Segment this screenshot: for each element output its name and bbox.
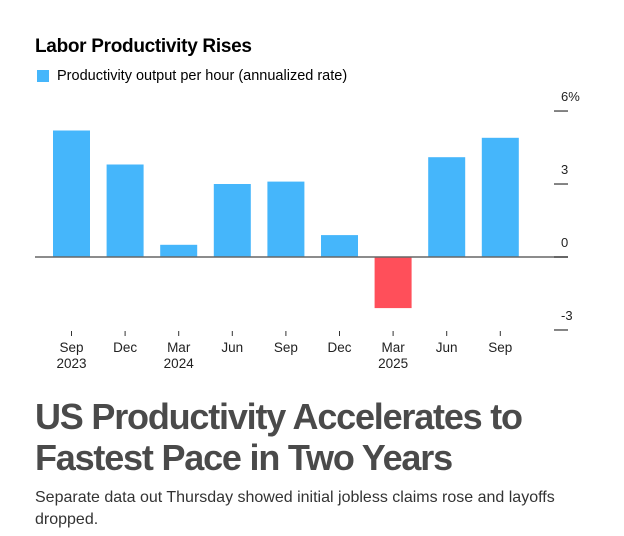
- x-tick-label: Dec: [327, 340, 351, 355]
- bar-sep-2023: [53, 130, 90, 257]
- bar-mar-2024: [160, 244, 198, 257]
- bar-dec-2023: [106, 164, 144, 257]
- legend-label: Productivity output per hour (annualized…: [57, 68, 348, 84]
- bar-sep-2025: [481, 137, 519, 257]
- y-tick-label: 3: [561, 162, 568, 177]
- legend-swatch: [37, 70, 49, 82]
- bar-sep-2024: [267, 181, 305, 257]
- chart-title: Labor Productivity Rises: [35, 36, 252, 57]
- y-axis: 6% 3 0 -3: [554, 89, 580, 331]
- x-tick-label: Mar: [167, 340, 191, 355]
- bar-mar-2025: [374, 257, 412, 309]
- x-tick-year-label: 2023: [56, 356, 86, 371]
- x-tick-label: Sep: [59, 340, 83, 355]
- bars-group: [53, 130, 519, 309]
- x-tick-label: Jun: [221, 340, 243, 355]
- x-tick-label: Jun: [436, 340, 458, 355]
- x-tick-label: Sep: [488, 340, 512, 355]
- bar-dec-2024: [321, 235, 358, 257]
- bar-jun-2025: [428, 157, 466, 257]
- y-tick-label: 6%: [561, 89, 580, 104]
- y-tick-label: 0: [561, 235, 568, 250]
- bar-jun-2024: [213, 184, 251, 257]
- x-tick-year-label: 2024: [164, 356, 195, 371]
- x-tick-year-label: 2025: [378, 356, 408, 371]
- x-tick-label: Mar: [381, 340, 405, 355]
- chart-legend: Productivity output per hour (annualized…: [37, 68, 347, 84]
- x-tick-label: Sep: [274, 340, 298, 355]
- article-dek: Separate data out Thursday showed initia…: [35, 489, 555, 528]
- article-headline[interactable]: US Productivity Accelerates to Fastest P…: [35, 396, 523, 478]
- y-tick-label: -3: [561, 308, 573, 323]
- x-tick-label: Dec: [113, 340, 137, 355]
